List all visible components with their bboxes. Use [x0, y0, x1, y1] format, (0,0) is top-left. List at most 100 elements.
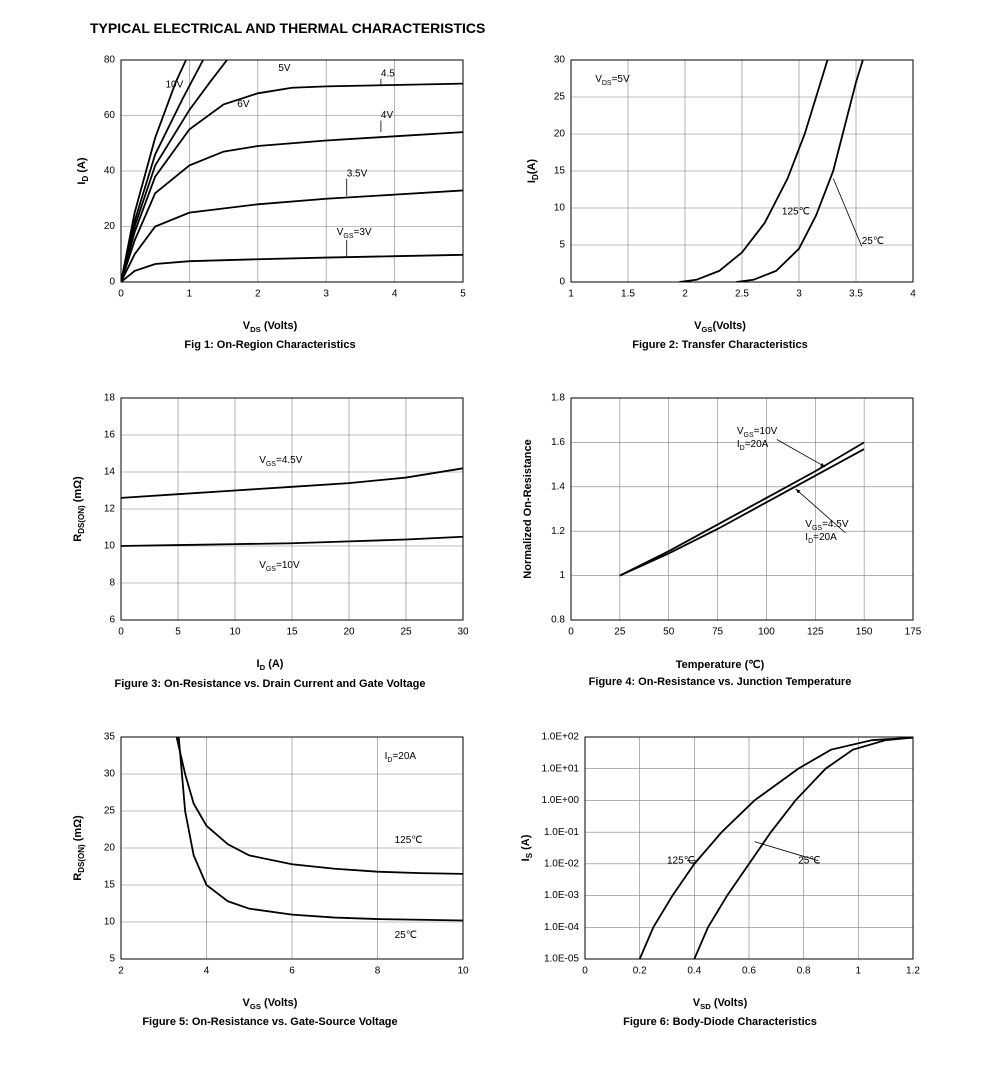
fig4-caption: Figure 4: On-Resistance vs. Junction Tem… [589, 675, 852, 689]
svg-text:2: 2 [118, 966, 124, 977]
fig4-chart: 02550751001251501750.811.21.41.61.8Norma… [515, 386, 925, 656]
page-title: TYPICAL ELECTRICAL AND THERMAL CHARACTER… [90, 20, 931, 36]
svg-text:0: 0 [568, 627, 574, 638]
fig5-xlabel: VGS (Volts) [243, 997, 298, 1011]
svg-text:125℃: 125℃ [395, 835, 423, 846]
svg-text:4V: 4V [381, 110, 394, 121]
chart-grid: 012345020406080ID (A)10V5V6V4.54V3.5VVGS… [60, 48, 930, 1029]
svg-text:175: 175 [905, 627, 922, 638]
svg-text:2: 2 [255, 289, 261, 300]
fig6-panel: 00.20.40.60.811.21.0E-051.0E-041.0E-031.… [510, 725, 930, 1029]
fig2-caption: Figure 2: Transfer Characteristics [632, 338, 807, 352]
svg-text:5V: 5V [278, 63, 291, 74]
svg-text:15: 15 [286, 627, 298, 638]
svg-text:10: 10 [554, 203, 566, 214]
svg-text:5: 5 [559, 240, 565, 251]
fig2-chart: 11.522.533.54051015202530ID(A)VDS=5V125℃… [515, 48, 925, 318]
svg-text:1.4: 1.4 [551, 482, 565, 493]
svg-text:80: 80 [104, 55, 116, 66]
svg-text:150: 150 [856, 627, 873, 638]
svg-text:1.0E-05: 1.0E-05 [544, 954, 579, 965]
svg-text:20: 20 [104, 843, 116, 854]
fig3-xlabel: ID (A) [257, 658, 284, 672]
svg-text:50: 50 [663, 627, 675, 638]
svg-text:1.8: 1.8 [551, 393, 565, 404]
svg-text:1.2: 1.2 [906, 966, 920, 977]
svg-text:25℃: 25℃ [862, 236, 884, 247]
svg-text:100: 100 [758, 627, 775, 638]
svg-text:6: 6 [109, 615, 115, 626]
svg-text:0: 0 [118, 289, 124, 300]
svg-text:8: 8 [375, 966, 381, 977]
svg-text:12: 12 [104, 504, 116, 515]
fig6-chart: 00.20.40.60.811.21.0E-051.0E-041.0E-031.… [515, 725, 925, 995]
svg-text:ID (A): ID (A) [76, 157, 90, 185]
svg-text:5: 5 [175, 627, 181, 638]
svg-text:4.5: 4.5 [381, 69, 395, 80]
fig5-panel: 2468105101520253035RDS(ON) (mΩ)ID=20A125… [60, 725, 480, 1029]
svg-text:0: 0 [582, 966, 588, 977]
svg-text:10: 10 [229, 627, 241, 638]
fig2-xlabel: VGS(Volts) [694, 320, 746, 334]
svg-text:1: 1 [568, 289, 574, 300]
svg-text:15: 15 [104, 880, 116, 891]
svg-text:25℃: 25℃ [395, 930, 417, 941]
svg-text:1.0E-03: 1.0E-03 [544, 890, 579, 901]
svg-text:1.6: 1.6 [551, 438, 565, 449]
svg-text:1: 1 [559, 571, 565, 582]
svg-text:14: 14 [104, 467, 116, 478]
svg-text:4: 4 [392, 289, 398, 300]
svg-text:20: 20 [554, 129, 566, 140]
svg-text:0: 0 [109, 277, 115, 288]
fig1-xlabel: VDS (Volts) [243, 320, 298, 334]
svg-text:1.0E+01: 1.0E+01 [541, 763, 579, 774]
fig2-panel: 11.522.533.54051015202530ID(A)VDS=5V125℃… [510, 48, 930, 352]
svg-text:125℃: 125℃ [667, 855, 695, 866]
svg-text:6: 6 [289, 966, 295, 977]
svg-text:25℃: 25℃ [798, 855, 820, 866]
fig1-chart: 012345020406080ID (A)10V5V6V4.54V3.5VVGS… [65, 48, 475, 318]
fig5-chart: 2468105101520253035RDS(ON) (mΩ)ID=20A125… [65, 725, 475, 995]
fig1-panel: 012345020406080ID (A)10V5V6V4.54V3.5VVGS… [60, 48, 480, 352]
svg-text:60: 60 [104, 110, 116, 121]
svg-text:1.0E+00: 1.0E+00 [541, 795, 579, 806]
svg-text:1.5: 1.5 [621, 289, 635, 300]
svg-text:0.8: 0.8 [551, 615, 565, 626]
svg-text:15: 15 [554, 166, 566, 177]
svg-text:25: 25 [104, 806, 116, 817]
svg-text:0.6: 0.6 [742, 966, 756, 977]
svg-text:25: 25 [554, 92, 566, 103]
svg-text:1.0E-01: 1.0E-01 [544, 827, 579, 838]
svg-text:RDS(ON) (mΩ): RDS(ON) (mΩ) [72, 476, 86, 542]
svg-text:4: 4 [204, 966, 210, 977]
svg-text:20: 20 [104, 221, 116, 232]
svg-text:75: 75 [712, 627, 724, 638]
svg-text:Normalized On-Resistance: Normalized On-Resistance [522, 440, 534, 579]
svg-text:RDS(ON) (mΩ): RDS(ON) (mΩ) [72, 815, 86, 881]
svg-text:40: 40 [104, 166, 116, 177]
svg-text:2: 2 [682, 289, 688, 300]
svg-text:1: 1 [856, 966, 862, 977]
svg-text:3.5: 3.5 [849, 289, 863, 300]
fig5-caption: Figure 5: On-Resistance vs. Gate-Source … [142, 1015, 397, 1029]
svg-text:3: 3 [796, 289, 802, 300]
fig4-panel: 02550751001251501750.811.21.41.61.8Norma… [510, 386, 930, 690]
fig6-xlabel: VSD (Volts) [693, 997, 748, 1011]
svg-text:0.8: 0.8 [797, 966, 811, 977]
svg-text:10: 10 [104, 917, 116, 928]
fig3-chart: 051015202530681012141618RDS(ON) (mΩ)VGS=… [65, 386, 475, 656]
fig4-xlabel: Temperature (℃) [676, 658, 765, 671]
svg-text:6V: 6V [237, 99, 250, 110]
svg-text:0: 0 [559, 277, 565, 288]
svg-text:1.2: 1.2 [551, 526, 565, 537]
svg-text:10: 10 [457, 966, 469, 977]
svg-text:125℃: 125℃ [782, 206, 810, 217]
fig1-caption: Fig 1: On-Region Characteristics [184, 338, 355, 352]
svg-text:2.5: 2.5 [735, 289, 749, 300]
fig3-caption: Figure 3: On-Resistance vs. Drain Curren… [115, 677, 426, 691]
svg-text:30: 30 [554, 55, 566, 66]
svg-text:10V: 10V [165, 80, 183, 91]
svg-text:125: 125 [807, 627, 824, 638]
svg-text:ID(A): ID(A) [526, 159, 540, 183]
svg-text:3: 3 [323, 289, 329, 300]
